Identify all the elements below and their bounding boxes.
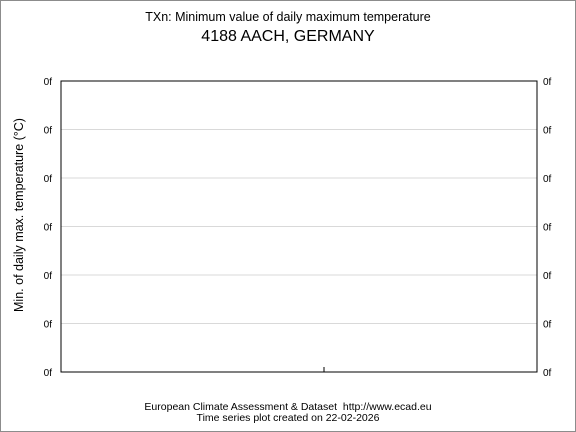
y-tick-label-right: 0f	[543, 320, 552, 331]
y-tick-label-left: 0f	[44, 223, 53, 234]
gridlines	[61, 129, 537, 324]
left-tick-labels: 0f 0f 0f 0f 0f 0f 0f	[44, 77, 53, 379]
y-tick-label-right: 0f	[543, 271, 552, 282]
y-tick-label-right: 0f	[543, 368, 552, 379]
chart-title: TXn: Minimum value of daily maximum temp…	[145, 10, 431, 24]
y-tick-label-left: 0f	[44, 77, 53, 88]
y-tick-label-left: 0f	[44, 174, 53, 185]
y-tick-label-right: 0f	[543, 174, 552, 185]
right-tick-labels: 0f 0f 0f 0f 0f 0f 0f	[543, 77, 552, 379]
y-tick-label-left: 0f	[44, 368, 53, 379]
footer-source: European Climate Assessment & Dataset ht…	[144, 401, 432, 413]
y-tick-label-left: 0f	[44, 271, 53, 282]
plot-area-border	[60, 80, 538, 373]
y-tick-label-left: 0f	[44, 320, 53, 331]
y-tick-label-right: 0f	[543, 223, 552, 234]
y-tick-label-left: 0f	[44, 126, 53, 137]
y-tick-label-right: 0f	[543, 77, 552, 88]
footer-created-date: Time series plot created on 22-02-2026	[196, 412, 380, 424]
chart-subtitle: 4188 AACH, GERMANY	[201, 28, 375, 45]
y-tick-label-right: 0f	[543, 126, 552, 137]
